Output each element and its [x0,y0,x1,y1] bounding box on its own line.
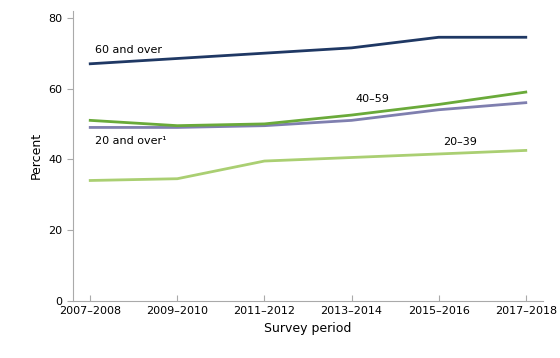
Text: 60 and over: 60 and over [95,45,162,55]
Y-axis label: Percent: Percent [30,132,43,179]
Text: 40–59: 40–59 [356,95,390,105]
X-axis label: Survey period: Survey period [264,322,352,335]
Text: 20 and over¹: 20 and over¹ [95,136,166,146]
Text: 20–39: 20–39 [443,137,477,147]
